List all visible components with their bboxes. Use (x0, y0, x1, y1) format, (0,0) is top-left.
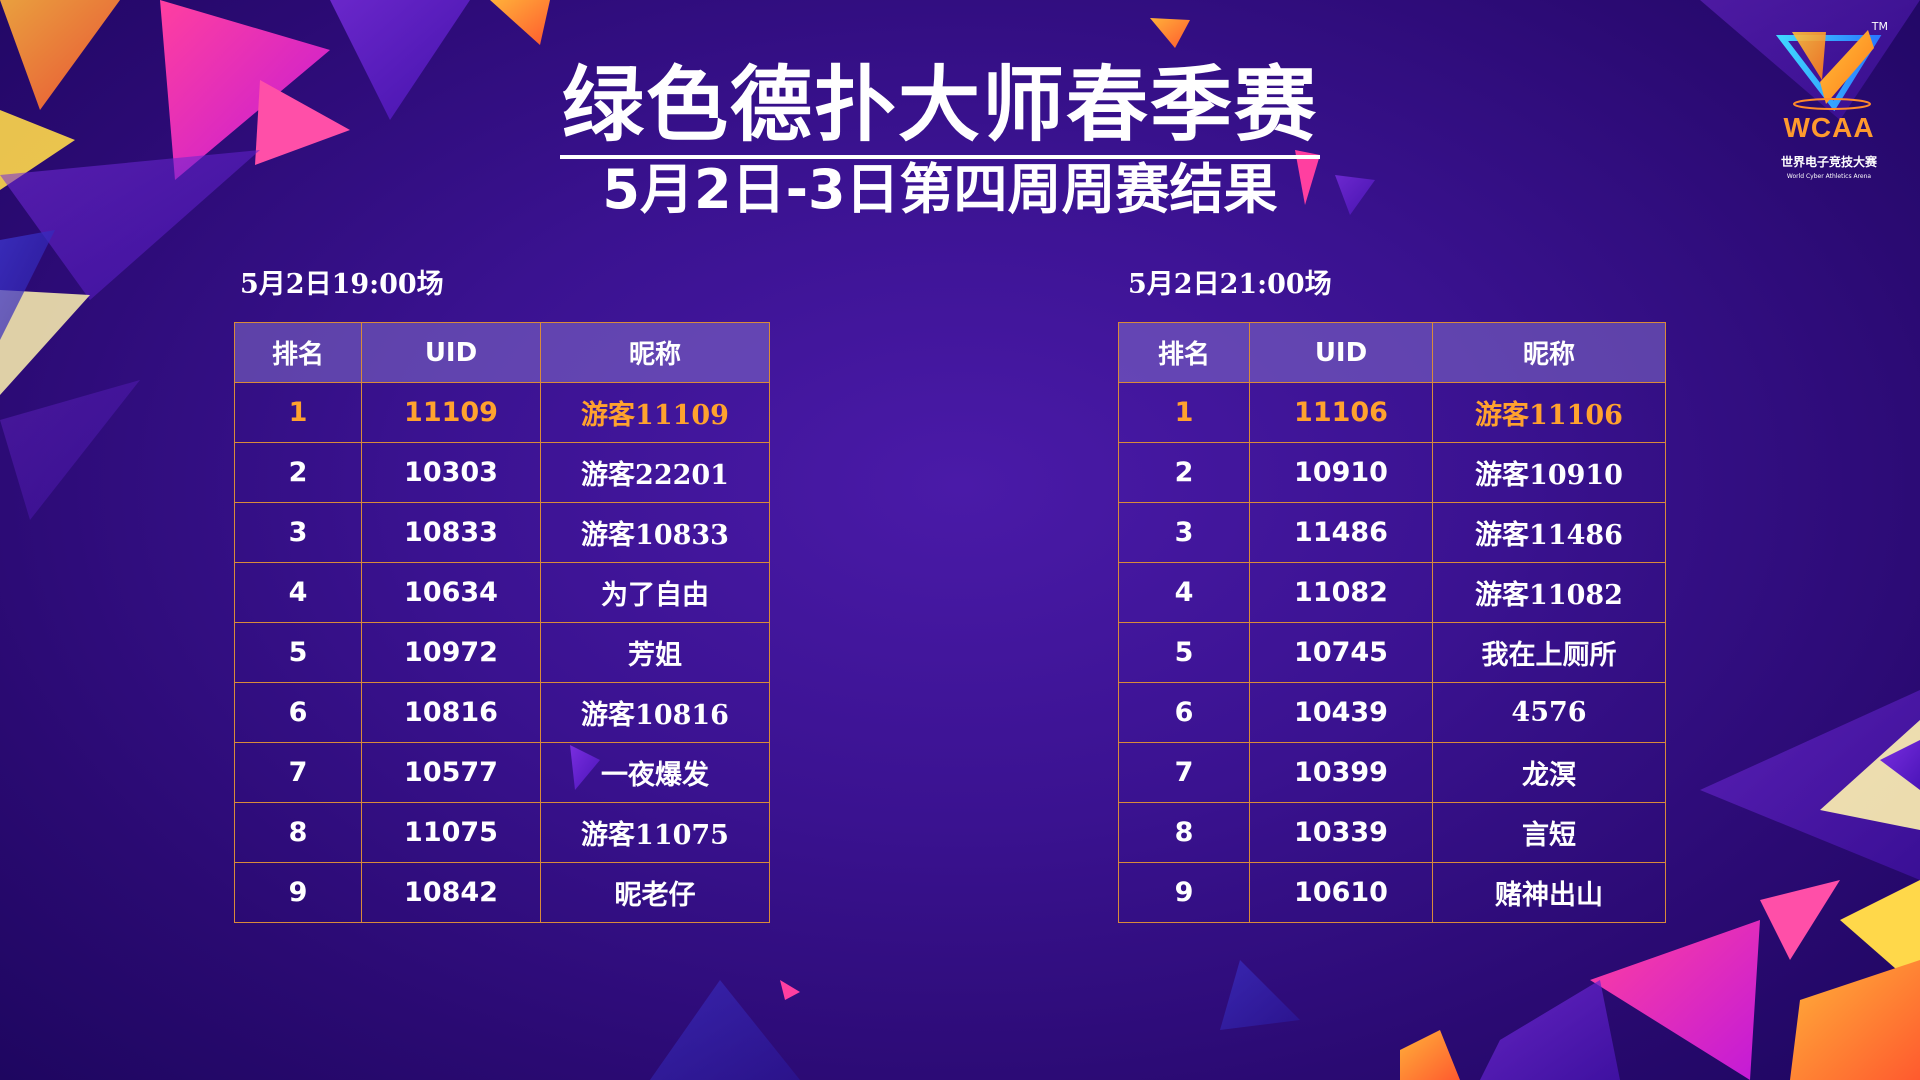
uid-cell: 10399 (1249, 742, 1433, 803)
rank-cell: 6 (1118, 682, 1250, 743)
table-row: 1 11106 游客11106 (1118, 382, 1666, 443)
uid-cell: 11109 (361, 382, 541, 443)
nickname-cell: 游客10833 (540, 502, 770, 563)
rank-cell: 4 (234, 562, 362, 623)
header-nickname: 昵称 (1432, 322, 1666, 383)
table-header-row: 排名 UID 昵称 (1118, 322, 1666, 383)
uid-cell: 10577 (361, 742, 541, 803)
uid-cell: 10745 (1249, 622, 1433, 683)
header-rank: 排名 (1118, 322, 1250, 383)
table-row: 9 10610 赌神出山 (1118, 862, 1666, 923)
nickname-cell: 龙溟 (1432, 742, 1666, 803)
rank-cell: 3 (234, 502, 362, 563)
header-rank: 排名 (234, 322, 362, 383)
table-row: 4 10634 为了自由 (234, 562, 770, 623)
nickname-cell: 游客11082 (1432, 562, 1666, 623)
table-row: 3 10833 游客10833 (234, 502, 770, 563)
nickname-cell: 为了自由 (540, 562, 770, 623)
rank-cell: 7 (1118, 742, 1250, 803)
table-row: 6 10439 4576 (1118, 682, 1666, 743)
nickname-cell: 游客10910 (1432, 442, 1666, 503)
table-row: 5 10745 我在上厕所 (1118, 622, 1666, 683)
nickname-cell: 言短 (1432, 802, 1666, 863)
rank-cell: 8 (1118, 802, 1250, 863)
nickname-cell: 游客22201 (540, 442, 770, 503)
session-label-1: 5月2日19:00场 (240, 269, 444, 300)
uid-cell: 10303 (361, 442, 541, 503)
page-subtitle: 5月2日-3日第四周周赛结果 (602, 158, 1278, 221)
header-nickname: 昵称 (540, 322, 770, 383)
uid-cell: 11106 (1249, 382, 1433, 443)
rank-cell: 5 (234, 622, 362, 683)
table-row: 8 11075 游客11075 (234, 802, 770, 863)
nickname-cell: 游客11075 (540, 802, 770, 863)
logo-chinese-name: 世界电子竞技大赛 (1780, 155, 1877, 169)
rank-cell: 2 (1118, 442, 1250, 503)
page-title: 绿色德扑大师春季赛 (0, 38, 1880, 159)
nickname-cell: 昵老仔 (540, 862, 770, 923)
logo-emblem-icon (1775, 30, 1882, 112)
table-row: 6 10816 游客10816 (234, 682, 770, 743)
rank-cell: 1 (1118, 382, 1250, 443)
logo-english-name: World Cyber Athletics Arena (1786, 173, 1872, 180)
table-row: 1 11109 游客11109 (234, 382, 770, 443)
nickname-cell: 游客11486 (1432, 502, 1666, 563)
rank-cell: 9 (234, 862, 362, 923)
nickname-cell: 游客11106 (1432, 382, 1666, 443)
table-header-row: 排名 UID 昵称 (234, 322, 770, 383)
uid-cell: 10842 (361, 862, 541, 923)
table-row: 8 10339 言短 (1118, 802, 1666, 863)
table-row: 2 10303 游客22201 (234, 442, 770, 503)
table-row: 5 10972 芳姐 (234, 622, 770, 683)
nickname-cell: 4576 (1432, 682, 1666, 743)
rank-cell: 1 (234, 382, 362, 443)
table-row: 9 10842 昵老仔 (234, 862, 770, 923)
table-row: 2 10910 游客10910 (1118, 442, 1666, 503)
rank-cell: 2 (234, 442, 362, 503)
uid-cell: 10439 (1249, 682, 1433, 743)
rank-cell: 4 (1118, 562, 1250, 623)
uid-cell: 11075 (361, 802, 541, 863)
uid-cell: 10972 (361, 622, 541, 683)
session-label-2: 5月2日21:00场 (1128, 269, 1332, 300)
rank-cell: 3 (1118, 502, 1250, 563)
nickname-cell: 我在上厕所 (1432, 622, 1666, 683)
header-uid: UID (1249, 322, 1433, 383)
uid-cell: 10339 (1249, 802, 1433, 863)
page-title-text: 绿色德扑大师春季赛 (559, 58, 1320, 159)
logo-trademark: TM (1871, 20, 1888, 33)
table-row: 4 11082 游客11082 (1118, 562, 1666, 623)
table-row: 3 11486 游客11486 (1118, 502, 1666, 563)
nickname-cell: 赌神出山 (1432, 862, 1666, 923)
uid-cell: 10833 (361, 502, 541, 563)
header-uid: UID (361, 322, 541, 383)
uid-cell: 10816 (361, 682, 541, 743)
logo-name: WCAA (1783, 112, 1875, 143)
nickname-cell: 游客10816 (540, 682, 770, 743)
nickname-cell: 游客11109 (540, 382, 770, 443)
wcaa-logo: TM WCAA 世界电子竞技大赛 World Cyber Athletics A… (1764, 18, 1894, 188)
uid-cell: 11486 (1249, 502, 1433, 563)
rank-cell: 7 (234, 742, 362, 803)
uid-cell: 11082 (1249, 562, 1433, 623)
rank-cell: 6 (234, 682, 362, 743)
uid-cell: 10634 (361, 562, 541, 623)
uid-cell: 10910 (1249, 442, 1433, 503)
rank-cell: 9 (1118, 862, 1250, 923)
uid-cell: 10610 (1249, 862, 1433, 923)
table-row: 7 10399 龙溟 (1118, 742, 1666, 803)
nickname-cell: 芳姐 (540, 622, 770, 683)
rank-cell: 5 (1118, 622, 1250, 683)
rank-cell: 8 (234, 802, 362, 863)
table-row: 7 10577 一夜爆发 (234, 742, 770, 803)
nickname-cell: 一夜爆发 (540, 742, 770, 803)
